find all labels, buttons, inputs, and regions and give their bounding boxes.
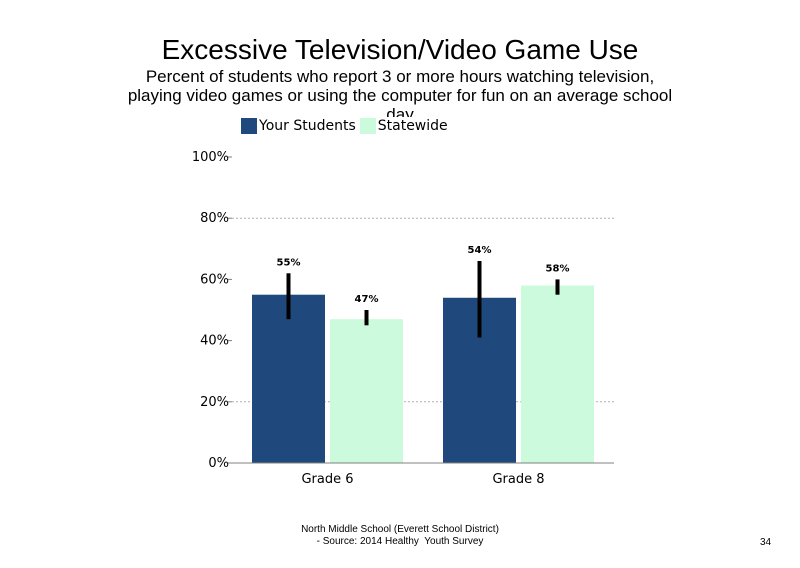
data-label: 54% bbox=[468, 245, 492, 256]
legend-label-your-students: Your Students bbox=[259, 118, 356, 134]
data-label: 58% bbox=[546, 263, 570, 274]
axes: 0% 20% 40% 60% 80% 100% Grade 6 Grade 8 bbox=[192, 150, 614, 487]
legend-label-statewide: Statewide bbox=[377, 118, 448, 134]
data-label: 55% bbox=[277, 257, 301, 268]
chart-subtitle: Percent of students who report 3 or more… bbox=[127, 67, 673, 124]
x-tick-label: Grade 6 bbox=[301, 472, 353, 487]
data-labels: 55% 47% 54% 58% bbox=[277, 245, 570, 305]
bars bbox=[252, 285, 594, 463]
bar bbox=[521, 285, 594, 463]
y-tick-label: 100% bbox=[192, 150, 229, 165]
y-tick-label: 20% bbox=[200, 395, 229, 410]
error-bars bbox=[286, 261, 560, 338]
y-tick-label: 0% bbox=[208, 456, 229, 471]
y-tick-label: 60% bbox=[200, 272, 229, 287]
legend-swatch-your-students bbox=[241, 118, 257, 134]
footer-line-school: North Middle School (Everett School Dist… bbox=[301, 524, 499, 535]
data-label: 47% bbox=[355, 294, 379, 305]
y-tick-label: 40% bbox=[200, 334, 229, 349]
y-tick-label: 80% bbox=[200, 211, 229, 226]
bar bbox=[252, 294, 325, 463]
footer-source: North Middle School (Everett School Dist… bbox=[200, 524, 600, 548]
x-tick-label: Grade 8 bbox=[492, 472, 544, 487]
chart-title: Excessive Television/Video Game Use bbox=[161, 34, 639, 65]
page-number: 34 bbox=[760, 537, 772, 548]
legend-item-your-students: Your Students bbox=[241, 118, 356, 134]
bar bbox=[330, 319, 403, 463]
legend-item-statewide: Statewide bbox=[359, 118, 448, 134]
footer-line-source: - Source: 2014 Healthy Youth Survey bbox=[316, 536, 484, 547]
chart-legend: Your Students Statewide bbox=[241, 117, 452, 135]
legend-swatch-statewide bbox=[359, 118, 376, 134]
